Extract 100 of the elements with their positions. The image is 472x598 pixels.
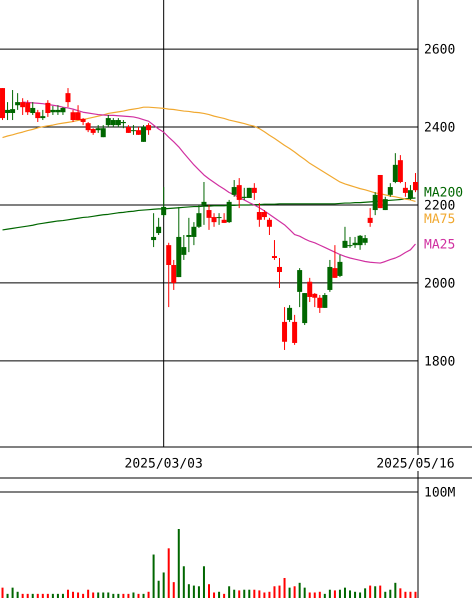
bar [344, 588, 346, 598]
series-label: MA75 [424, 212, 456, 228]
bar [243, 590, 246, 598]
bar [213, 592, 216, 598]
bar [6, 594, 9, 598]
bar [172, 582, 175, 598]
bar [364, 588, 366, 598]
bar [349, 590, 352, 598]
bar [324, 594, 326, 598]
bar [132, 592, 134, 598]
bar [223, 594, 226, 598]
candlestick [412, 172, 418, 193]
y-tick-label: 2600 [424, 42, 456, 58]
candlestick [130, 124, 136, 136]
bar [338, 590, 341, 598]
bar [107, 592, 110, 598]
bar [233, 590, 236, 598]
candlestick [322, 292, 328, 308]
bar [22, 594, 24, 598]
bar [218, 592, 220, 598]
bar [72, 592, 74, 598]
candlestick [156, 217, 162, 236]
candlestick [388, 182, 393, 198]
bar [409, 592, 412, 598]
y-tick-label: 2200 [424, 198, 456, 214]
candlestick [398, 154, 403, 184]
bar [404, 592, 406, 598]
bar [56, 594, 59, 598]
bar [379, 586, 382, 598]
bar [304, 588, 306, 598]
bar [369, 586, 372, 598]
bar [389, 590, 392, 598]
candlestick [252, 182, 257, 200]
bar [26, 594, 29, 598]
bar [168, 548, 170, 598]
bar [268, 592, 270, 598]
candlestick [332, 244, 338, 278]
candlestick [196, 204, 202, 228]
candlestick [368, 208, 373, 228]
bar [32, 594, 34, 598]
bar [87, 590, 90, 598]
bar [263, 592, 266, 598]
candlestick [392, 152, 398, 184]
text: 100M [424, 486, 456, 501]
candlestick [40, 109, 46, 121]
bar [238, 590, 240, 598]
bar [298, 582, 301, 598]
bar [248, 590, 250, 598]
candlestick [292, 314, 298, 346]
bar [102, 592, 104, 598]
bar [122, 594, 124, 598]
bar [148, 592, 150, 598]
candlestick [266, 217, 272, 236]
bar [208, 584, 210, 598]
candlestick [151, 212, 156, 248]
bar [66, 590, 69, 598]
candlestick [45, 100, 50, 118]
bar [97, 592, 100, 598]
bar [188, 584, 190, 598]
candlestick [30, 102, 36, 116]
bar [182, 566, 185, 598]
bar [2, 588, 4, 598]
bar [228, 586, 230, 598]
bar [334, 590, 336, 598]
line-series [2, 106, 416, 202]
bar [46, 594, 49, 598]
bar [137, 594, 140, 598]
y-tick-label: 1800 [424, 354, 456, 370]
bar [82, 594, 84, 598]
bar [414, 592, 416, 598]
bar [318, 592, 321, 598]
bar [354, 592, 356, 598]
candlestick [282, 306, 288, 350]
bar [202, 566, 205, 598]
series-label: MA200 [424, 186, 464, 201]
bar [77, 592, 80, 598]
bar [374, 586, 376, 598]
bar [117, 594, 120, 598]
bar [42, 594, 44, 598]
bar [142, 594, 145, 598]
bar [112, 594, 114, 598]
candlestick [146, 122, 152, 136]
bar [399, 588, 402, 598]
bar [198, 586, 200, 598]
y-tick-label: 2000 [424, 276, 456, 292]
candlestick [65, 88, 70, 108]
candlestick [15, 92, 20, 110]
candlestick [35, 109, 40, 122]
bar [278, 586, 281, 598]
candlestick [317, 294, 322, 314]
x-tick-label: 2025/03/03 [124, 456, 203, 472]
candlestick [277, 257, 282, 288]
bar [178, 529, 180, 598]
candlestick [272, 240, 277, 260]
bar [384, 592, 386, 598]
bar [92, 592, 94, 598]
bar [294, 586, 296, 598]
candlestick [171, 259, 176, 290]
candlestick [287, 304, 292, 322]
candlestick [232, 180, 237, 198]
